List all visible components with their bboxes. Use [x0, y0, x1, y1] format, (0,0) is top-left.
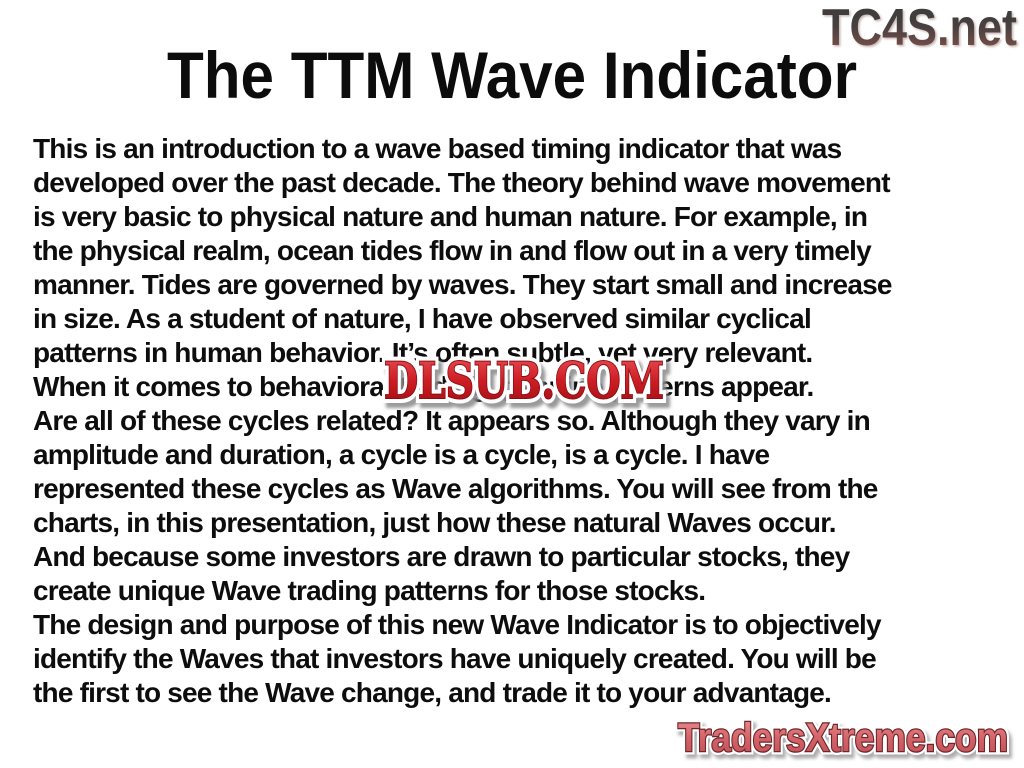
- body-line: And because some investors are drawn to …: [33, 541, 850, 572]
- body-line: manner. Tides are governed by waves. The…: [33, 269, 892, 300]
- body-line: the first to see the Wave change, and tr…: [33, 677, 832, 708]
- body-line: represented these cycles as Wave algorit…: [33, 473, 878, 504]
- body-line: in size. As a student of nature, I have …: [33, 303, 812, 334]
- body-line: This is an introduction to a wave based …: [33, 133, 842, 164]
- tc4s-logo-text: TC4S.net: [822, 0, 1017, 57]
- slide-title-text: The TTM Wave Indicator: [167, 38, 857, 112]
- body-line: create unique Wave trading patterns for …: [33, 575, 706, 606]
- tc4s-logo: TC4S.net: [822, 0, 1017, 57]
- dlsub-watermark: DLSUB.COM DLSUB.COM: [379, 346, 669, 415]
- body-line: identify the Waves that investors have u…: [33, 643, 877, 674]
- body-line: the physical realm, ocean tides flow in …: [33, 235, 872, 266]
- body-line: charts, in this presentation, just how t…: [33, 507, 837, 538]
- tradersxtreme-logo-text: TradersXtreme.com: [678, 716, 1008, 760]
- slide-title: The TTM Wave Indicator: [167, 38, 857, 112]
- tradersxtreme-logo-outline: TradersXtreme.com: [678, 716, 1008, 760]
- body-line: amplitude and duration, a cycle is a cyc…: [33, 439, 770, 470]
- body-line: developed over the past decade. The theo…: [33, 167, 891, 198]
- tradersxtreme-logo: TradersXtreme.com TradersXtreme.com: [675, 713, 1012, 764]
- body-line: patterns in human behavior. It’s often s…: [33, 337, 813, 368]
- body-paragraph: This is an introduction to a wave based …: [33, 132, 892, 710]
- body-line: Are all of these cycles related? It appe…: [33, 405, 871, 436]
- body-line: is very basic to physical nature and hum…: [33, 201, 868, 232]
- dlsub-watermark-outline: DLSUB.COM: [384, 351, 664, 410]
- dlsub-watermark-text: DLSUB.COM: [384, 351, 664, 410]
- body-line: The design and purpose of this new Wave …: [33, 609, 882, 640]
- body-line: When it comes to behavioral trading, gen…: [33, 371, 814, 402]
